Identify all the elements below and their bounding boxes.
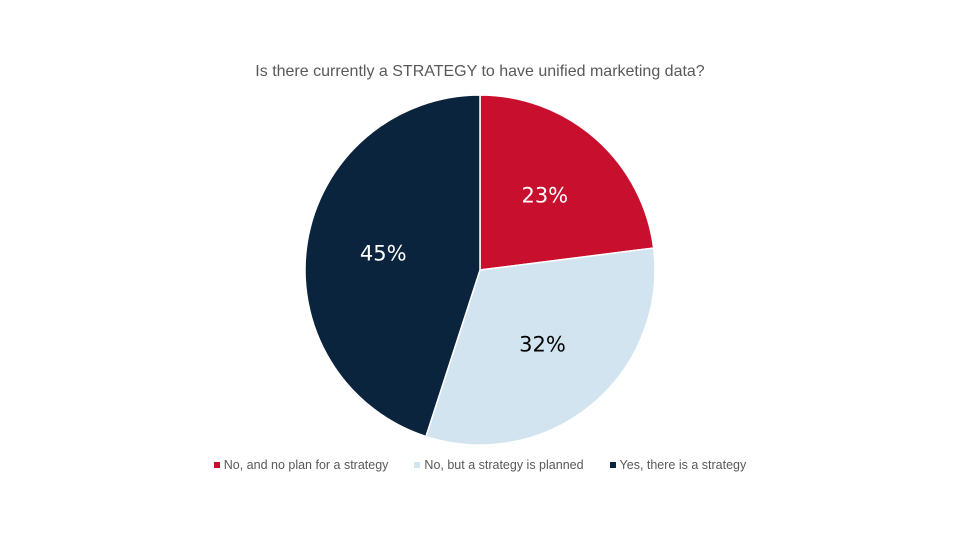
chart-title: Is there currently a STRATEGY to have un… xyxy=(255,63,705,80)
pie-slice-no-plan xyxy=(479,94,655,271)
legend-item-planned: No, but a strategy is planned xyxy=(414,458,584,472)
legend-swatch-yes xyxy=(609,462,616,468)
pie-value-label-yes: 45% xyxy=(360,242,407,266)
pie-slice-planned xyxy=(424,247,656,446)
pie-slice-yes xyxy=(304,94,481,438)
legend-swatch-planned xyxy=(414,462,421,468)
pie-value-label-planned: 32% xyxy=(519,333,566,357)
legend-label-yes: Yes, there is a strategy xyxy=(619,458,747,472)
pie-slices xyxy=(304,94,656,446)
legend-label-planned: No, but a strategy is planned xyxy=(424,458,584,472)
pie-value-labels: 23% 32% 45% xyxy=(360,183,568,356)
legend-label-no-plan: No, and no plan for a strategy xyxy=(223,458,389,472)
chart-legend: No, and no plan for a strategy No, but a… xyxy=(0,458,960,472)
pie-value-label-no-plan: 23% xyxy=(521,183,568,207)
legend-item-yes: Yes, there is a strategy xyxy=(609,458,747,472)
legend-swatch-no-plan xyxy=(213,462,220,468)
legend-item-no-plan: No, and no plan for a strategy xyxy=(213,458,389,472)
